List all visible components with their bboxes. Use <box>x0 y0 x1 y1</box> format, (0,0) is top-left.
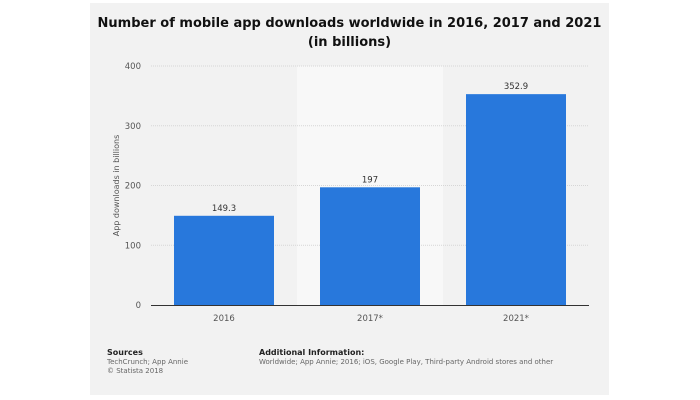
y-tick-label: 400 <box>125 62 141 72</box>
sources-heading: Sources <box>107 348 143 357</box>
sources-line: TechCrunch; App Annie <box>107 358 188 366</box>
sources-block: Sources TechCrunch; App Annie © Statista… <box>107 348 188 376</box>
y-axis-label: App downloads in billions <box>112 135 121 237</box>
chart-title-line-1: Number of mobile app downloads worldwide… <box>97 16 602 31</box>
bar <box>320 187 420 305</box>
bar-value-label: 197 <box>362 175 378 185</box>
y-axis-ticks: 0 100 200 300 400 <box>125 62 141 311</box>
bar-value-label: 149.3 <box>212 204 236 214</box>
chart-title: Number of mobile app downloads worldwide… <box>90 14 609 52</box>
sources-line: © Statista 2018 <box>107 367 164 375</box>
additional-info-block: Additional Information: Worldwide; App A… <box>259 348 553 367</box>
bars: 149.3 197 352.9 <box>174 82 566 306</box>
bar-value-label: 352.9 <box>504 82 528 92</box>
x-axis-ticks: 2016 2017* 2021* <box>213 314 529 324</box>
bar <box>174 215 274 305</box>
additional-info-line: Worldwide; App Annie; 2016; iOS, Google … <box>259 358 554 366</box>
bar <box>466 94 566 306</box>
x-tick-label: 2016 <box>213 314 235 324</box>
additional-info-heading: Additional Information: <box>259 348 365 357</box>
chart-title-line-2: (in billions) <box>307 35 392 50</box>
y-tick-label: 300 <box>125 122 141 132</box>
y-tick-label: 200 <box>125 182 141 192</box>
x-tick-label: 2021* <box>503 314 529 324</box>
y-tick-label: 0 <box>136 301 141 311</box>
y-tick-label: 100 <box>125 241 141 251</box>
x-tick-label: 2017* <box>357 314 383 324</box>
